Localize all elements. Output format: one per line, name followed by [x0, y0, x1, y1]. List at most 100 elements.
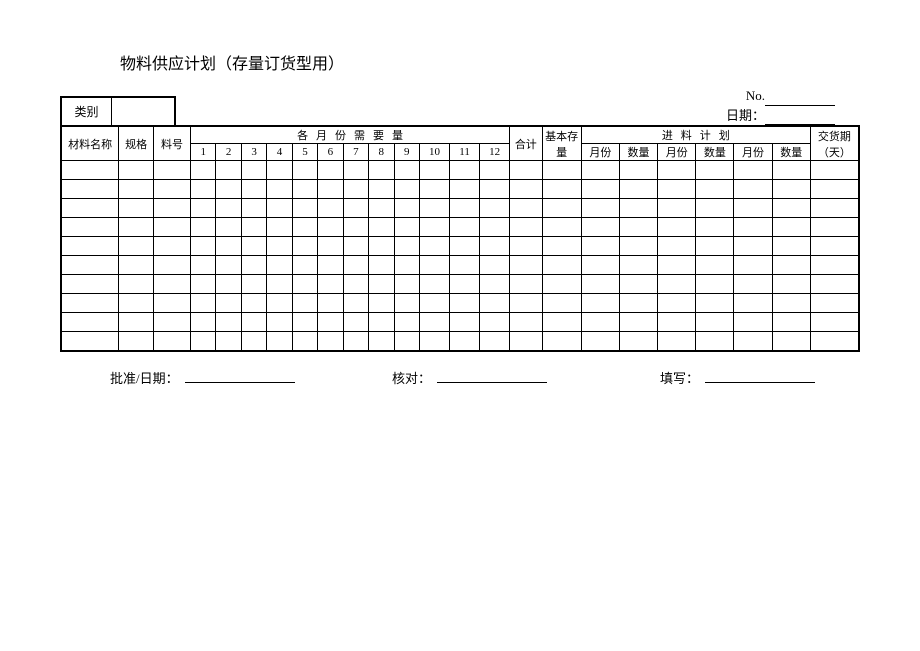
cell[interactable]	[658, 237, 696, 256]
cell[interactable]	[343, 275, 368, 294]
cell[interactable]	[696, 294, 734, 313]
cell[interactable]	[658, 180, 696, 199]
cell[interactable]	[119, 237, 154, 256]
cell[interactable]	[696, 237, 734, 256]
cell[interactable]	[419, 332, 449, 351]
cell[interactable]	[292, 256, 317, 275]
cell[interactable]	[369, 313, 394, 332]
cell[interactable]	[318, 294, 343, 313]
cell[interactable]	[619, 161, 657, 180]
cell[interactable]	[61, 218, 119, 237]
cell[interactable]	[318, 275, 343, 294]
cell[interactable]	[734, 237, 772, 256]
cell[interactable]	[154, 332, 191, 351]
cell[interactable]	[772, 199, 810, 218]
cell[interactable]	[419, 294, 449, 313]
cell[interactable]	[394, 218, 419, 237]
cell[interactable]	[318, 237, 343, 256]
cell[interactable]	[191, 180, 216, 199]
cell[interactable]	[542, 180, 581, 199]
cell[interactable]	[419, 237, 449, 256]
cell[interactable]	[696, 161, 734, 180]
cell[interactable]	[772, 313, 810, 332]
cell[interactable]	[619, 313, 657, 332]
cell[interactable]	[394, 161, 419, 180]
cell[interactable]	[450, 275, 480, 294]
approve-value[interactable]	[185, 369, 295, 383]
cell[interactable]	[154, 237, 191, 256]
cell[interactable]	[191, 332, 216, 351]
cell[interactable]	[696, 218, 734, 237]
cell[interactable]	[241, 332, 266, 351]
cell[interactable]	[772, 161, 810, 180]
cell[interactable]	[734, 256, 772, 275]
cell[interactable]	[810, 332, 859, 351]
cell[interactable]	[772, 256, 810, 275]
cell[interactable]	[510, 199, 542, 218]
cell[interactable]	[154, 161, 191, 180]
cell[interactable]	[241, 199, 266, 218]
cell[interactable]	[619, 332, 657, 351]
cell[interactable]	[542, 294, 581, 313]
cell[interactable]	[292, 180, 317, 199]
cell[interactable]	[154, 180, 191, 199]
cell[interactable]	[267, 218, 292, 237]
cell[interactable]	[734, 161, 772, 180]
cell[interactable]	[154, 275, 191, 294]
cell[interactable]	[419, 313, 449, 332]
cell[interactable]	[394, 294, 419, 313]
cell[interactable]	[343, 332, 368, 351]
cell[interactable]	[810, 161, 859, 180]
cell[interactable]	[510, 313, 542, 332]
cell[interactable]	[696, 313, 734, 332]
cell[interactable]	[394, 237, 419, 256]
cell[interactable]	[191, 161, 216, 180]
cell[interactable]	[581, 237, 619, 256]
cell[interactable]	[772, 332, 810, 351]
cell[interactable]	[619, 256, 657, 275]
cell[interactable]	[119, 256, 154, 275]
cell[interactable]	[772, 294, 810, 313]
cell[interactable]	[510, 180, 542, 199]
cell[interactable]	[343, 313, 368, 332]
cell[interactable]	[658, 332, 696, 351]
cell[interactable]	[119, 294, 154, 313]
cell[interactable]	[419, 180, 449, 199]
cell[interactable]	[542, 256, 581, 275]
cell[interactable]	[154, 218, 191, 237]
cell[interactable]	[581, 199, 619, 218]
cell[interactable]	[658, 256, 696, 275]
cell[interactable]	[216, 313, 241, 332]
cell[interactable]	[369, 199, 394, 218]
cell[interactable]	[480, 199, 510, 218]
cell[interactable]	[810, 313, 859, 332]
cell[interactable]	[216, 237, 241, 256]
cell[interactable]	[480, 218, 510, 237]
cell[interactable]	[191, 294, 216, 313]
cell[interactable]	[810, 275, 859, 294]
cell[interactable]	[216, 199, 241, 218]
cell[interactable]	[267, 256, 292, 275]
cell[interactable]	[216, 294, 241, 313]
cell[interactable]	[191, 275, 216, 294]
cell[interactable]	[369, 294, 394, 313]
cell[interactable]	[154, 313, 191, 332]
cell[interactable]	[369, 218, 394, 237]
cell[interactable]	[154, 199, 191, 218]
cell[interactable]	[542, 332, 581, 351]
cell[interactable]	[450, 313, 480, 332]
cell[interactable]	[658, 161, 696, 180]
cell[interactable]	[292, 313, 317, 332]
cell[interactable]	[61, 313, 119, 332]
cell[interactable]	[292, 275, 317, 294]
cell[interactable]	[450, 161, 480, 180]
cell[interactable]	[480, 294, 510, 313]
cell[interactable]	[61, 237, 119, 256]
cell[interactable]	[318, 313, 343, 332]
cell[interactable]	[419, 275, 449, 294]
cell[interactable]	[119, 218, 154, 237]
cell[interactable]	[450, 294, 480, 313]
cell[interactable]	[318, 180, 343, 199]
check-value[interactable]	[437, 369, 547, 383]
cell[interactable]	[581, 332, 619, 351]
